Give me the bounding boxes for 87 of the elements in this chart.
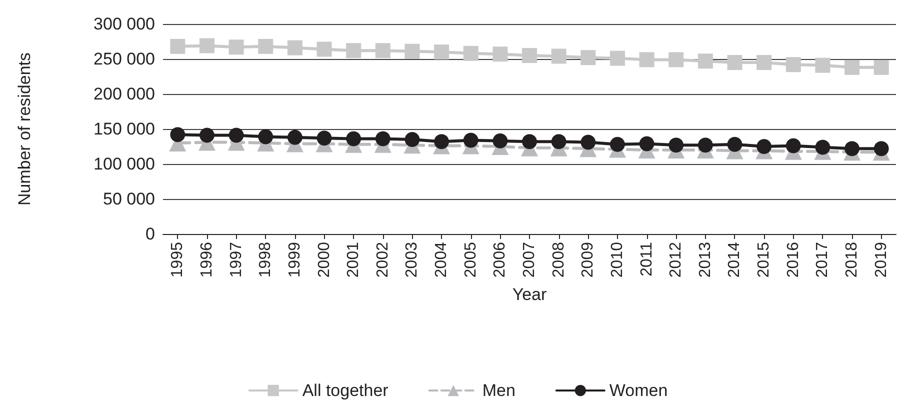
x-tick-label: 2014 [726, 242, 744, 278]
point [580, 134, 596, 150]
x-tick-label: 1998 [257, 242, 274, 278]
x-tick-label: 2017 [814, 242, 832, 278]
x-tick-label: 1996 [198, 242, 216, 278]
x-tick-label: 2007 [521, 242, 538, 278]
point [199, 38, 214, 54]
point [727, 136, 742, 152]
x-tick-label: 1999 [286, 242, 304, 278]
point [463, 46, 478, 61]
point [698, 54, 713, 69]
y-tick-label: 50 000 [103, 190, 155, 208]
x-tick-label: 2013 [696, 242, 714, 278]
point [580, 50, 596, 66]
x-axis-title: Year [512, 285, 548, 304]
point [375, 43, 390, 58]
point [610, 136, 625, 152]
legend-label: Women [609, 381, 668, 400]
point [786, 57, 801, 72]
x-tick-label: 2015 [756, 242, 773, 278]
x-tick-label: 2019 [872, 242, 890, 278]
x-tick-label: 2012 [668, 242, 685, 278]
y-tick-label: 200 000 [94, 84, 155, 104]
y-tick-label: 100 000 [94, 154, 155, 174]
y-tick-label: 300 000 [94, 14, 155, 34]
point [170, 38, 186, 54]
point [228, 40, 244, 55]
x-tick-label: 2010 [608, 242, 626, 278]
x-tick-label: 2016 [784, 242, 802, 278]
point [316, 130, 332, 146]
point [844, 141, 860, 156]
y-tick-label: 0 [146, 224, 155, 244]
point [610, 50, 625, 66]
legend-label: All together [302, 381, 389, 400]
x-tick-label: 2000 [316, 242, 333, 278]
point [199, 128, 214, 143]
x-tick-label: 2008 [550, 242, 568, 278]
x-tick-label: 2001 [345, 242, 362, 278]
point [375, 131, 390, 146]
x-tick-label: 2006 [492, 242, 509, 278]
x-tick-label: 2003 [404, 242, 421, 278]
point [551, 48, 566, 64]
point [258, 129, 274, 144]
point [786, 138, 801, 154]
legend-label: Men [482, 381, 516, 400]
point [228, 128, 244, 143]
point [258, 38, 274, 54]
point [346, 131, 362, 146]
point [287, 130, 302, 145]
y-tick-label: 150 000 [94, 120, 155, 138]
y-tick-label: 250 000 [94, 50, 155, 68]
point [404, 44, 420, 59]
point [727, 55, 742, 70]
x-tick-label: 2004 [433, 242, 450, 278]
point [522, 48, 537, 63]
point [492, 133, 508, 148]
point [698, 138, 713, 153]
point [756, 139, 772, 154]
point [815, 140, 830, 155]
point [668, 138, 684, 153]
point [287, 40, 302, 56]
point [815, 58, 830, 73]
y-axis-title: Number of residents [15, 52, 34, 206]
x-tick-label: 2005 [462, 242, 480, 278]
point [639, 136, 654, 152]
x-tick-label: 2009 [580, 242, 597, 278]
x-tick-label: 2011 [638, 242, 656, 276]
x-tick-label: 2018 [844, 242, 861, 278]
point [874, 141, 889, 156]
point [434, 134, 450, 150]
point [463, 132, 478, 148]
point [639, 52, 654, 68]
point [874, 60, 889, 75]
x-tick-label: 1997 [228, 242, 245, 278]
point [551, 134, 566, 150]
point [316, 42, 332, 57]
point [346, 43, 362, 58]
point [756, 55, 772, 70]
point [522, 134, 537, 150]
x-tick-label: 1995 [169, 242, 186, 278]
point [668, 52, 684, 68]
point [404, 132, 420, 147]
point [434, 44, 450, 60]
x-tick-label: 2002 [374, 242, 392, 278]
point [492, 46, 508, 62]
point [844, 60, 860, 75]
point [170, 127, 186, 142]
